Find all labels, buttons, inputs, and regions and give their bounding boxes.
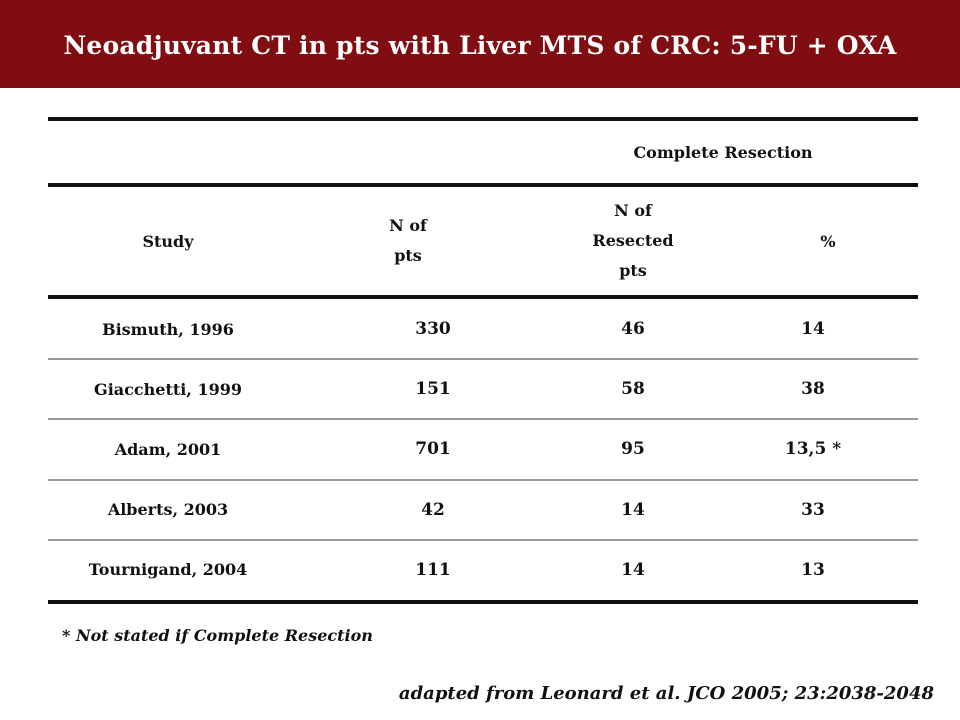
cell-study: Giacchetti, 1999 — [94, 379, 242, 399]
cell-n-pts: 701 — [415, 439, 451, 460]
row-divider — [48, 538, 918, 541]
header-n-resected-line-2: Resected — [592, 231, 674, 250]
cell-n-pts: 330 — [415, 319, 451, 340]
cell-study: Bismuth, 1996 — [102, 319, 234, 339]
cell-percent: 13,5 * — [784, 439, 842, 460]
cell-n-pts: 151 — [415, 379, 451, 400]
row-divider — [48, 478, 918, 481]
cell-study: Tournigand, 2004 — [88, 560, 248, 580]
group-header-rule — [48, 183, 918, 187]
resection-table: Complete Resection Study N of pts N of R… — [48, 117, 918, 604]
cell-percent: 13 — [801, 559, 825, 580]
cell-n-resected: 14 — [621, 499, 645, 520]
cell-percent: 14 — [801, 319, 825, 340]
cell-n-resected: 46 — [621, 319, 645, 340]
cell-n-resected: 58 — [621, 379, 645, 400]
row-divider — [48, 358, 918, 361]
title-bar: Neoadjuvant CT in pts with Liver MTS of … — [0, 0, 960, 88]
cell-n-resected: 95 — [621, 439, 645, 460]
slide-title: Neoadjuvant CT in pts with Liver MTS of … — [63, 30, 897, 60]
footnote: * Not stated if Complete Resection — [62, 626, 373, 645]
header-n-pts: N of pts — [328, 187, 488, 295]
header-n-pts-line-1: N of — [389, 216, 427, 235]
header-percent: % — [820, 231, 836, 251]
group-header-complete-resection: Complete Resection — [633, 142, 813, 162]
row-divider — [48, 418, 918, 421]
header-n-resected-line-3: pts — [619, 261, 647, 280]
cell-study: Alberts, 2003 — [107, 500, 229, 520]
cell-percent: 33 — [801, 499, 825, 520]
cell-n-resected: 14 — [621, 559, 645, 580]
source-citation: adapted from Leonard et al. JCO 2005; 23… — [398, 683, 934, 704]
cell-percent: 38 — [801, 379, 825, 400]
header-n-resected-pts: N of Resected pts — [558, 187, 708, 295]
header-study: Study — [142, 231, 194, 251]
cell-n-pts: 42 — [421, 499, 445, 520]
header-n-resected-line-1: N of — [614, 201, 652, 220]
table-bottom-rule — [48, 600, 918, 604]
table-top-rule — [48, 117, 918, 121]
cell-n-pts: 111 — [415, 559, 451, 580]
header-n-pts-line-2: pts — [394, 246, 422, 265]
cell-study: Adam, 2001 — [114, 439, 222, 459]
header-rule — [48, 295, 918, 299]
